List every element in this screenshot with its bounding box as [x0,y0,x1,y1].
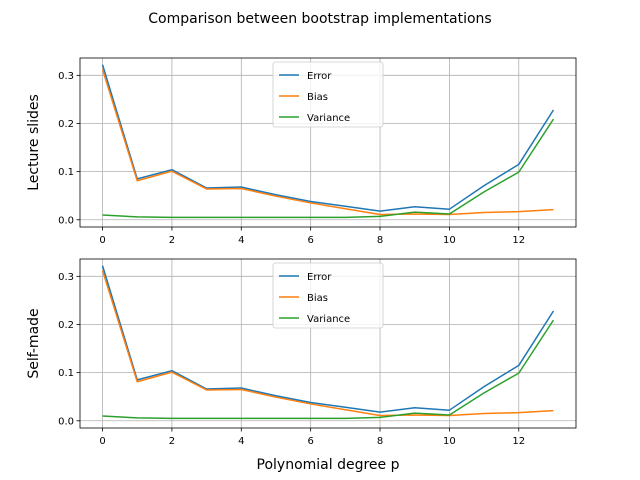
x-tick-label: 10 [443,436,456,447]
y-tick-label: 0.2 [58,320,74,331]
legend-label-error: Error [307,71,332,82]
x-tick-label: 4 [238,436,244,447]
x-axis-label: Polynomial degree p [257,457,400,473]
subplot-lecture-slides: 0 2 4 6 8 10 12 0.0 0.1 0.2 0.3 Lecture slides Error… [26,57,577,246]
legend-label-variance: Variance [307,314,350,325]
legend-label-error: Error [307,272,332,283]
x-tick-label: 10 [443,235,456,246]
y-tick-label: 0.2 [58,119,74,130]
series-line-variance [102,118,555,219]
figure-title: Comparison between bootstrap implementat… [148,11,491,27]
y-tick-label: 0.1 [58,368,74,379]
y-tick-label: 0.3 [58,272,74,283]
x-tick-label: 12 [512,235,525,246]
x-tick-label: 6 [307,235,313,246]
legend-label-variance: Variance [307,113,350,124]
subplot-self-made: 0 2 4 6 8 10 12 0.0 0.1 0.2 0.3 Self-made Polynomial… [26,258,577,473]
x-tick-label: 2 [169,235,175,246]
x-tick-label: 8 [377,436,383,447]
y-tick-label: 0.0 [58,215,74,226]
legend-label-bias: Bias [307,92,328,103]
y-axis-label: Self-made [26,308,42,378]
legend-box [272,61,384,128]
y-tick-label: 0.3 [58,71,74,82]
x-tick-label: 8 [377,235,383,246]
y-tick-label: 0.1 [58,167,74,178]
x-tick-label: 2 [169,436,175,447]
series-line-error [101,265,555,413]
legend-box [272,262,384,329]
series-line-bias [101,270,554,417]
axes-frame [79,258,577,429]
y-tick-label: 0.0 [58,416,74,427]
axes-frame [79,57,577,228]
x-tick-label: 0 [99,436,105,447]
y-axis-label: Lecture slides [26,94,42,191]
series-line-variance [102,319,555,420]
x-tick-label: 6 [307,436,313,447]
x-tick-label: 4 [238,235,244,246]
series-line-bias [101,69,554,216]
series-line-error [101,64,555,212]
x-tick-label: 0 [99,235,105,246]
legend-label-bias: Bias [307,293,328,304]
x-tick-label: 12 [512,436,525,447]
